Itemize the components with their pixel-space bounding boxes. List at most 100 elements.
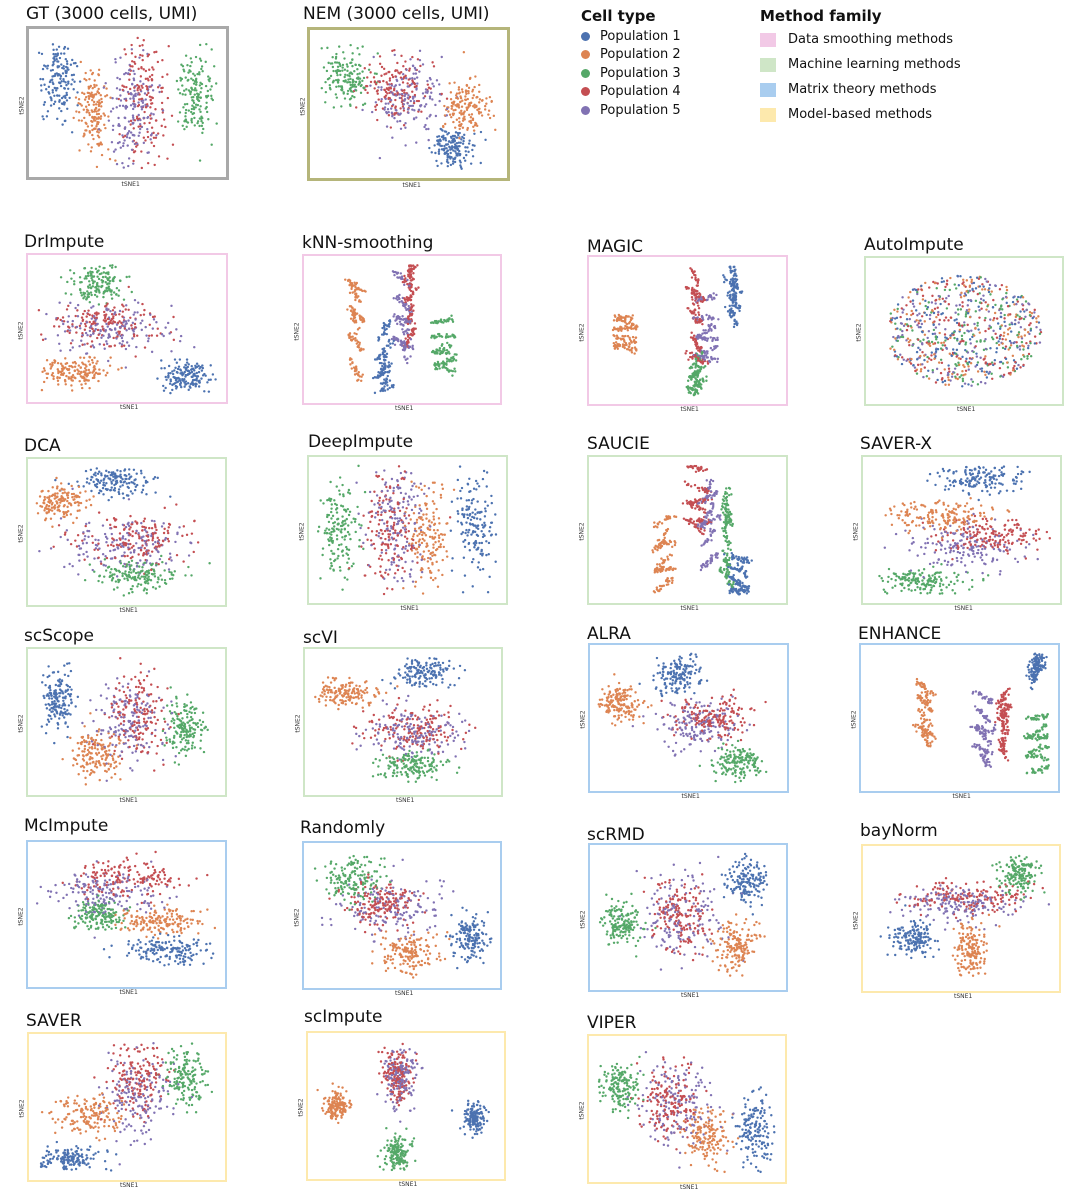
cell-point <box>81 318 85 322</box>
cell-point <box>970 384 973 387</box>
cell-point <box>130 93 133 96</box>
cell-point <box>917 338 920 341</box>
cell-point <box>135 529 138 533</box>
cell-point <box>987 363 991 366</box>
cell-point <box>199 81 202 85</box>
cell-point <box>687 391 691 394</box>
cell-point <box>403 94 406 98</box>
cell-point <box>467 90 470 93</box>
cell-point <box>378 55 382 58</box>
cell-point <box>452 149 455 152</box>
scatter-panel: tSNE2 tSNE1 <box>300 27 510 189</box>
cell-point <box>72 88 75 91</box>
cell-point <box>339 73 342 77</box>
cell-point <box>41 115 44 118</box>
cell-point <box>346 89 350 93</box>
cell-point <box>423 95 427 98</box>
scatter-panel: tSNE2 tSNE1 <box>294 254 502 412</box>
cell-point <box>987 310 991 313</box>
cell-point <box>735 282 739 286</box>
cell-point <box>437 135 441 138</box>
cell-point <box>104 374 108 377</box>
cell-point <box>40 52 44 56</box>
cell-point <box>54 52 57 56</box>
cell-point <box>87 97 91 100</box>
cell-point <box>346 308 349 311</box>
cell-point <box>58 342 61 346</box>
cell-point <box>423 125 426 129</box>
cell-point <box>61 102 64 106</box>
cell-point <box>187 363 190 366</box>
cell-point <box>70 384 73 387</box>
cell-point <box>715 293 718 297</box>
cell-point <box>714 344 717 348</box>
cell-point <box>130 48 134 51</box>
cell-point <box>139 313 142 317</box>
cell-point <box>56 94 59 97</box>
cell-point <box>457 88 461 91</box>
cell-point <box>707 296 710 299</box>
cell-point <box>732 293 736 296</box>
cell-point <box>95 125 98 128</box>
cell-point <box>178 111 182 114</box>
cell-point <box>62 322 65 326</box>
cell-point <box>332 80 335 83</box>
cell-point <box>129 490 133 493</box>
cell-point <box>195 377 198 380</box>
cell-point <box>143 587 147 590</box>
cell-point <box>149 133 153 137</box>
cell-point <box>195 371 199 375</box>
cell-point <box>78 276 82 279</box>
cell-point <box>80 316 84 319</box>
cell-point <box>345 63 349 66</box>
cell-point <box>415 76 419 79</box>
cell-point <box>73 282 76 286</box>
cell-point <box>406 82 409 85</box>
cell-point <box>93 79 96 82</box>
cell-point <box>95 289 98 293</box>
cell-point <box>975 363 979 367</box>
cell-point <box>450 104 453 108</box>
cell-point <box>406 299 409 302</box>
cell-point <box>629 316 633 319</box>
cell-point <box>438 83 441 86</box>
cell-point <box>143 517 147 520</box>
cell-point <box>612 334 615 337</box>
cell-point <box>140 99 143 103</box>
cell-point <box>131 534 134 538</box>
cell-point <box>76 104 79 107</box>
cell-point <box>192 111 196 115</box>
cell-point <box>204 60 207 64</box>
cell-point <box>81 343 84 346</box>
cell-point <box>194 385 197 388</box>
cell-point <box>56 361 60 365</box>
cell-point <box>405 68 408 72</box>
cell-point <box>694 313 697 317</box>
cell-point <box>458 127 461 131</box>
cell-point <box>708 360 712 364</box>
cell-point <box>401 328 404 331</box>
cell-point <box>984 382 987 385</box>
cell-point <box>687 358 690 361</box>
cell-point <box>419 64 422 68</box>
cell-point <box>198 108 201 111</box>
cell-point <box>88 300 92 304</box>
cell-point <box>194 364 197 368</box>
cell-point <box>347 80 351 84</box>
cell-point <box>404 126 407 129</box>
cell-point <box>49 363 52 366</box>
cell-point <box>324 80 327 84</box>
cell-point <box>96 142 99 146</box>
cell-point <box>963 331 966 335</box>
cell-point <box>384 370 387 374</box>
cell-point <box>704 329 707 332</box>
cell-point <box>434 151 437 155</box>
cell-point <box>631 335 635 339</box>
cell-point <box>131 321 135 325</box>
cell-point <box>114 265 117 269</box>
cell-point <box>144 98 147 101</box>
cell-point <box>386 384 389 387</box>
cell-point <box>356 73 359 76</box>
cell-point <box>617 316 620 320</box>
cell-point <box>449 369 453 372</box>
